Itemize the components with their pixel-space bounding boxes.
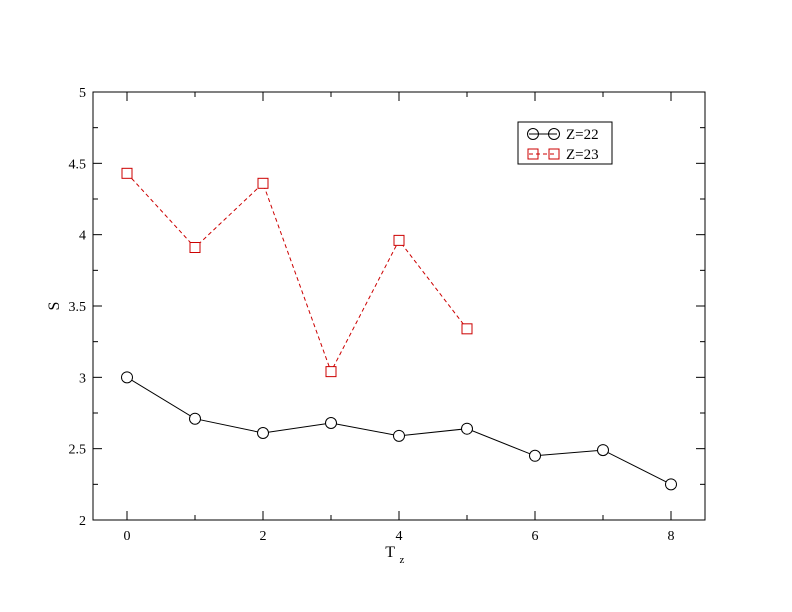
legend-marker-z22: [527, 128, 539, 140]
data-point-z23: [325, 366, 337, 378]
x-axis-title: T: [385, 544, 395, 561]
y-tick-label: 3.5: [69, 300, 87, 315]
data-point-z22: [189, 412, 201, 425]
legend-marker-z22-end: [548, 128, 560, 140]
data-point-z22: [325, 416, 337, 429]
series-layer: [121, 167, 677, 491]
data-point-z22: [257, 426, 269, 439]
legend-label-z22: Z=22: [566, 127, 599, 143]
x-axis-title-subscript: z: [400, 554, 405, 566]
y-tick-label: 2: [79, 514, 86, 529]
x-tick-label: 6: [532, 529, 539, 544]
data-point-z22: [121, 371, 133, 384]
y-tick-label: 5: [79, 86, 86, 101]
data-point-z22: [597, 444, 609, 457]
legend-marker-z23: [527, 148, 539, 160]
data-point-z22: [529, 449, 541, 462]
data-point-z22: [461, 422, 473, 435]
legend: Z=22 Z=23: [517, 121, 613, 165]
x-tick-label: 2: [260, 529, 267, 544]
legend-label-z23: Z=23: [566, 147, 599, 163]
data-point-z23: [393, 234, 405, 246]
data-point-z23: [121, 167, 133, 179]
legend-marker-z23-end: [548, 148, 560, 160]
data-point-z23: [461, 323, 473, 335]
x-tick-label: 8: [668, 529, 675, 544]
x-tick-label: 4: [396, 529, 403, 544]
y-tick-label: 4: [79, 229, 86, 244]
y-tick-label: 3: [79, 371, 86, 386]
y-tick-label: 4.5: [69, 157, 87, 172]
y-tick-label: 2.5: [69, 443, 87, 458]
data-point-z23: [189, 242, 201, 254]
data-point-z23: [257, 177, 269, 189]
plot-frame: [92, 91, 706, 521]
data-point-z22: [393, 429, 405, 442]
axis-ticks: 0 2 4 6 8 2 2.5 3 3.5 4 4.5 5: [69, 86, 705, 544]
x-tick-label: 0: [124, 529, 131, 544]
series-line-z23: [126, 172, 468, 373]
y-axis-title: S: [46, 302, 63, 311]
data-point-z22: [665, 478, 677, 491]
